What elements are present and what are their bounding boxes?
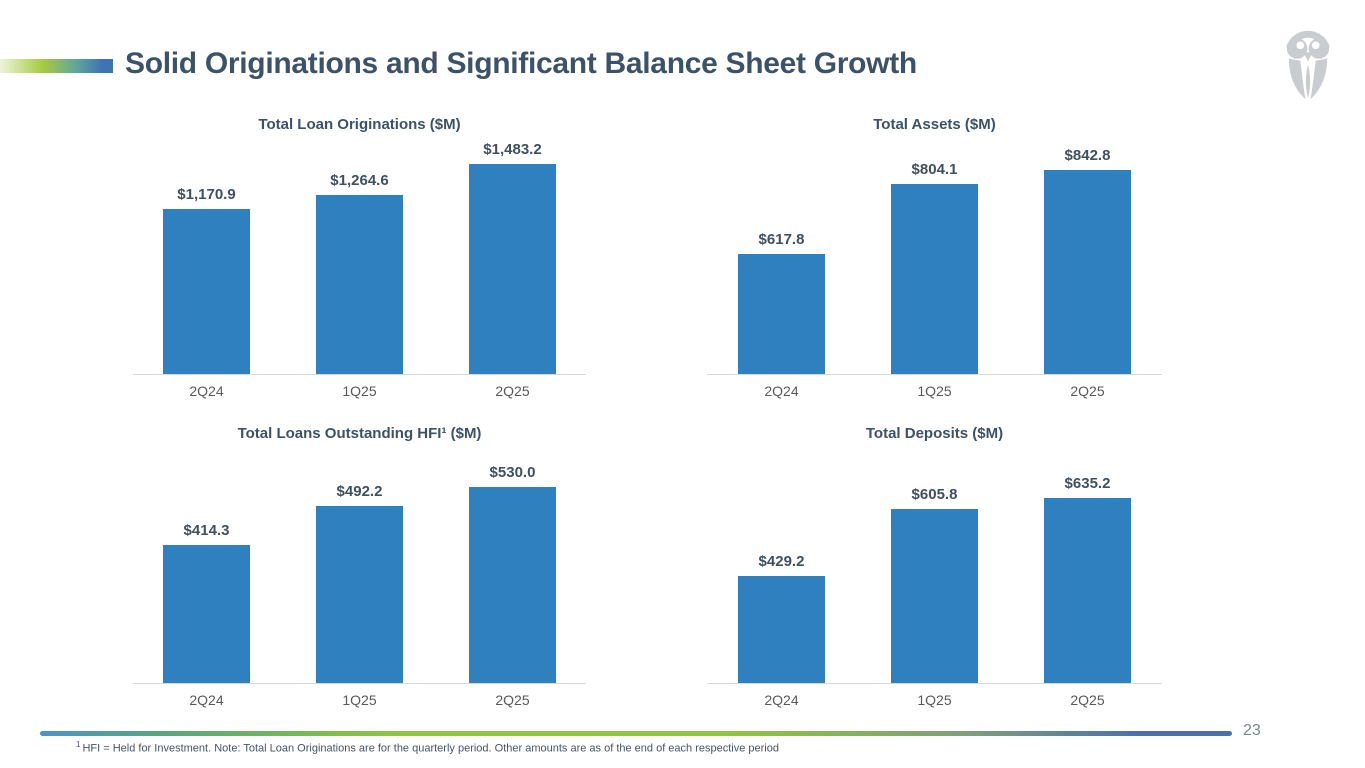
bar-value-label: $617.8 (758, 231, 805, 248)
chart-total-loan-originations: Total Loan Originations ($M) $1,170.9 $1,… (133, 112, 586, 403)
chart-plot-area: $414.3 $492.2 $530.0 (133, 457, 586, 684)
chart-total-deposits: Total Deposits ($M) $429.2 $605.8 $635.2 2… (707, 421, 1162, 712)
bar (891, 509, 978, 683)
bar-value-label: $1,483.2 (483, 141, 542, 158)
bar-group: $605.8 (891, 486, 978, 683)
x-tick-label: 2Q25 (1070, 692, 1105, 708)
x-tick-label: 2Q25 (1070, 383, 1105, 399)
x-tick-label: 1Q25 (917, 383, 952, 399)
bar-group: $530.0 (469, 464, 556, 683)
bar (469, 487, 556, 683)
bar-group: $617.8 (738, 231, 825, 374)
x-tick-label: 1Q25 (342, 383, 377, 399)
x-tick-label: 2Q25 (495, 692, 530, 708)
bar (891, 184, 978, 374)
chart-title: Total Loan Originations ($M) (258, 116, 461, 133)
x-tick-label: 2Q24 (189, 692, 224, 708)
x-tick-label: 1Q25 (342, 692, 377, 708)
bar-value-label: $492.2 (336, 483, 383, 500)
bar-group: $635.2 (1044, 475, 1131, 683)
chart-plot-area: $617.8 $804.1 $842.8 (707, 147, 1162, 375)
bar-group: $414.3 (163, 522, 250, 683)
bar (738, 576, 825, 683)
bar-value-label: $635.2 (1064, 475, 1111, 492)
chart-title: Total Assets ($M) (873, 116, 996, 133)
chart-x-axis-labels: 2Q24 1Q25 2Q25 (707, 383, 1162, 403)
bar-group: $1,483.2 (469, 141, 556, 374)
bar-group: $1,264.6 (316, 172, 403, 374)
bar-value-label: $842.8 (1064, 147, 1111, 164)
x-tick-label: 1Q25 (917, 692, 952, 708)
page-title: Solid Originations and Significant Balan… (125, 47, 917, 80)
x-tick-label: 2Q24 (189, 383, 224, 399)
chart-plot-area: $1,170.9 $1,264.6 $1,483.2 (133, 141, 586, 375)
bar (316, 195, 403, 374)
chart-title: Total Deposits ($M) (865, 425, 1004, 442)
bar-value-label: $1,264.6 (330, 172, 389, 189)
chart-title: Total Loans Outstanding HFI¹ ($M) (237, 425, 482, 442)
footnote-text: HFI = Held for Investment. Note: Total L… (82, 742, 779, 755)
title-accent-bar (0, 59, 113, 73)
bar-value-label: $414.3 (183, 522, 230, 539)
footer-accent-line (40, 731, 1232, 736)
bar (1044, 170, 1131, 374)
chart-x-axis-labels: 2Q24 1Q25 2Q25 (707, 692, 1162, 712)
bar (163, 209, 250, 374)
x-tick-label: 2Q25 (495, 383, 530, 399)
chart-total-assets: Total Assets ($M) $617.8 $804.1 $842.8 2Q2… (707, 112, 1162, 403)
bar-value-label: $530.0 (489, 464, 536, 481)
footnote-superscript: 1 (76, 740, 81, 749)
x-tick-label: 2Q24 (764, 692, 799, 708)
bar-group: $1,170.9 (163, 186, 250, 374)
footnote: 1 HFI = Held for Investment. Note: Total … (76, 740, 779, 755)
chart-total-loans-outstanding-hfi: Total Loans Outstanding HFI¹ ($M) $414.3… (133, 421, 586, 712)
bar (1044, 498, 1131, 683)
bar-value-label: $429.2 (758, 553, 805, 570)
bar (469, 164, 556, 374)
page-number: 23 (1243, 722, 1261, 739)
bar-group: $492.2 (316, 483, 403, 683)
owl-logo-icon (1276, 12, 1340, 113)
x-tick-label: 2Q24 (764, 383, 799, 399)
chart-x-axis-labels: 2Q24 1Q25 2Q25 (133, 383, 586, 403)
bar-value-label: $804.1 (911, 161, 958, 178)
bar (738, 254, 825, 374)
bar (163, 545, 250, 683)
bar-value-label: $1,170.9 (177, 186, 236, 203)
bar (316, 506, 403, 683)
bar-value-label: $605.8 (911, 486, 958, 503)
bar-group: $429.2 (738, 553, 825, 683)
bar-group: $804.1 (891, 161, 978, 374)
bar-group: $842.8 (1044, 147, 1131, 374)
chart-plot-area: $429.2 $605.8 $635.2 (707, 457, 1162, 684)
chart-x-axis-labels: 2Q24 1Q25 2Q25 (133, 692, 586, 712)
